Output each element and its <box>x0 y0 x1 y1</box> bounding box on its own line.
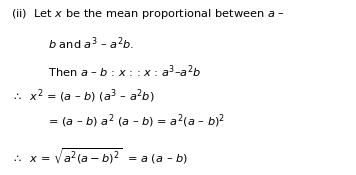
Text: $\therefore$  $x^2$ = ($a$ – $b$) ($a^3$ – $a^2b$): $\therefore$ $x^2$ = ($a$ – $b$) ($a^3$ … <box>11 88 154 105</box>
Text: = ($a$ – $b$) $a^2$ ($a$ – $b$) = $a^2$($a$ – $b$)$^2$: = ($a$ – $b$) $a^2$ ($a$ – $b$) = $a^2$(… <box>48 113 225 131</box>
Text: (ii)  Let $x$ be the mean proportional between $a$ –: (ii) Let $x$ be the mean proportional be… <box>11 7 285 21</box>
Text: $\therefore$  $x$ = $\sqrt{a^2(a-b)^2}$  = $a$ ($a$ – $b$): $\therefore$ $x$ = $\sqrt{a^2(a-b)^2}$ =… <box>11 146 188 166</box>
Text: Then $a$ – $b$ : $x$ : : $x$ : $a^3$–$a^2b$: Then $a$ – $b$ : $x$ : : $x$ : $a^3$–$a^… <box>48 64 201 80</box>
Text: $b$ and $a^3$ – $a^2b$.: $b$ and $a^3$ – $a^2b$. <box>48 35 134 52</box>
